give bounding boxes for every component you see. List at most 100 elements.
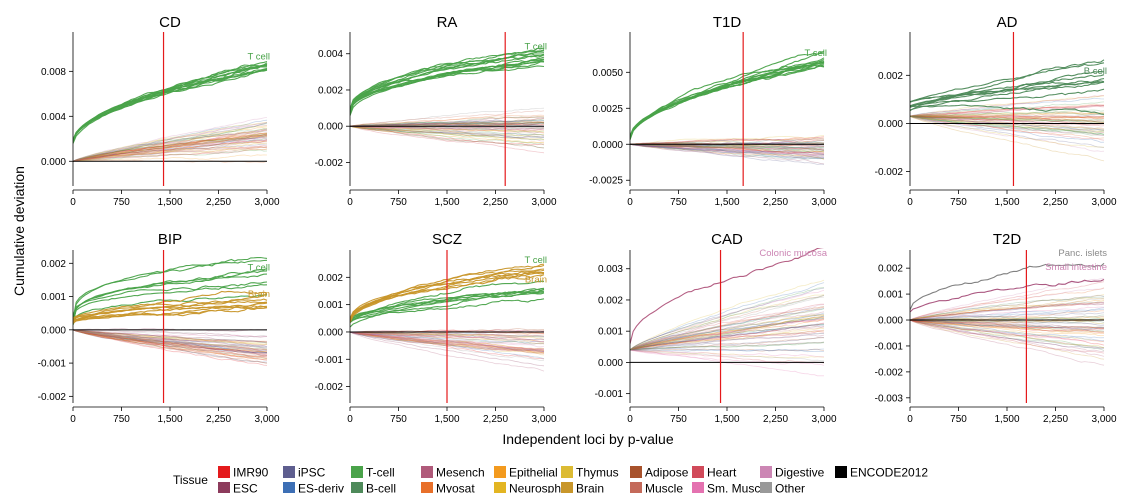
background-series-line xyxy=(350,125,544,146)
y-tick-label: 0.000 xyxy=(41,157,66,168)
background-series-line xyxy=(910,115,1105,125)
background-series-line xyxy=(910,114,1105,118)
y-tick-label: 0.002 xyxy=(318,85,343,96)
background-series-line xyxy=(73,145,268,162)
background-series-line xyxy=(73,329,268,350)
y-tick-label: 0.0000 xyxy=(592,140,623,151)
background-series-line xyxy=(630,347,825,352)
background-series-line xyxy=(73,329,268,354)
background-series-line xyxy=(630,143,825,156)
highlight-series-line xyxy=(73,281,268,316)
x-tick-label: 1,500 xyxy=(434,197,459,208)
background-series-line xyxy=(910,319,1104,326)
panel-t2d: T2D -0.003 -0.002 -0.001 0.000 0.001 0.002 0 750… xyxy=(875,231,1117,425)
background-series-line xyxy=(73,143,268,162)
background-series-line xyxy=(350,125,545,144)
x-tick-label: 750 xyxy=(390,197,407,208)
background-series-line xyxy=(73,128,268,162)
background-series-line xyxy=(630,306,825,351)
background-series-line xyxy=(910,115,1105,141)
background-series-line xyxy=(73,141,268,162)
panel-title: CAD xyxy=(711,231,743,248)
background-series-line xyxy=(73,139,268,162)
background-series-line xyxy=(910,310,1105,321)
background-series-line xyxy=(630,337,825,351)
x-tick-label: 0 xyxy=(70,197,76,208)
background-series-line xyxy=(73,329,268,344)
highlight-series-line xyxy=(910,80,1105,103)
y-tick-label: -0.002 xyxy=(315,158,344,169)
highlight-series-line xyxy=(630,62,824,139)
background-series-line xyxy=(630,144,825,154)
panel-title: SCZ xyxy=(432,231,462,248)
background-series-line xyxy=(910,115,1105,119)
series-annotation: B cell xyxy=(1084,66,1107,77)
background-series-line xyxy=(73,119,268,162)
x-tick-label: 1,500 xyxy=(714,197,739,208)
legend-swatch xyxy=(218,482,230,493)
background-series-line xyxy=(910,103,1104,117)
x-tick-label: 750 xyxy=(113,197,130,208)
background-series-line xyxy=(73,329,268,338)
highlight-series-line xyxy=(73,307,268,322)
x-tick-label: 3,000 xyxy=(254,414,279,425)
background-series-line xyxy=(350,125,545,146)
background-series-line xyxy=(73,329,268,346)
background-series-line xyxy=(630,306,825,351)
background-series-line xyxy=(350,125,545,130)
background-series-line xyxy=(630,331,825,351)
highlight-series-line xyxy=(73,273,268,324)
background-series-line xyxy=(630,334,825,351)
legend-swatch xyxy=(760,466,772,478)
x-tick-label: 750 xyxy=(670,197,687,208)
y-tick-label: 0.004 xyxy=(318,49,343,60)
background-series-line xyxy=(910,116,1105,125)
background-series-line xyxy=(73,135,268,162)
background-series-line xyxy=(630,324,825,351)
highlight-series-line xyxy=(73,284,268,322)
panel-title: AD xyxy=(997,14,1018,31)
background-series-line xyxy=(910,319,1105,329)
background-series-line xyxy=(630,143,825,160)
background-series-line xyxy=(630,327,825,351)
background-series-line xyxy=(73,139,268,162)
x-tick-label: 3,000 xyxy=(811,197,836,208)
background-series-line xyxy=(910,298,1105,321)
background-series-line xyxy=(350,121,545,127)
legend-swatch xyxy=(760,482,772,493)
background-series-line xyxy=(910,319,1105,334)
panel-title: T2D xyxy=(993,231,1022,248)
background-series-line xyxy=(73,329,268,365)
background-series-line xyxy=(73,329,268,363)
background-series-line xyxy=(73,329,268,351)
background-series-line xyxy=(910,319,1105,343)
background-series-line xyxy=(630,143,824,156)
background-series-line xyxy=(630,282,825,351)
background-series-line xyxy=(350,125,544,130)
background-series-line xyxy=(910,288,1105,321)
background-series-line xyxy=(630,143,825,154)
background-series-line xyxy=(910,319,1105,329)
background-series-line xyxy=(73,329,268,343)
highlight-series-line xyxy=(73,305,268,321)
legend-swatch xyxy=(630,482,642,493)
y-tick-label: 0.0025 xyxy=(592,104,623,115)
background-series-line xyxy=(73,329,268,358)
series-annotation: Panc. islets xyxy=(1058,248,1107,259)
background-series-line xyxy=(350,121,545,127)
background-series-line xyxy=(73,137,268,162)
highlight-series-line xyxy=(910,71,1105,108)
background-series-line xyxy=(630,143,825,157)
background-series-line xyxy=(73,149,268,162)
x-tick-label: 3,000 xyxy=(254,197,279,208)
background-series-line xyxy=(350,125,545,142)
y-tick-label: -0.002 xyxy=(875,367,904,378)
background-series-line xyxy=(910,278,1105,321)
legend-swatch xyxy=(494,466,506,478)
background-series-line xyxy=(910,115,1105,119)
x-tick-label: 2,250 xyxy=(763,197,788,208)
background-series-line xyxy=(350,125,545,134)
plot-area xyxy=(350,47,545,154)
y-tick-label: 0.003 xyxy=(598,264,623,275)
background-series-line xyxy=(910,319,1105,330)
